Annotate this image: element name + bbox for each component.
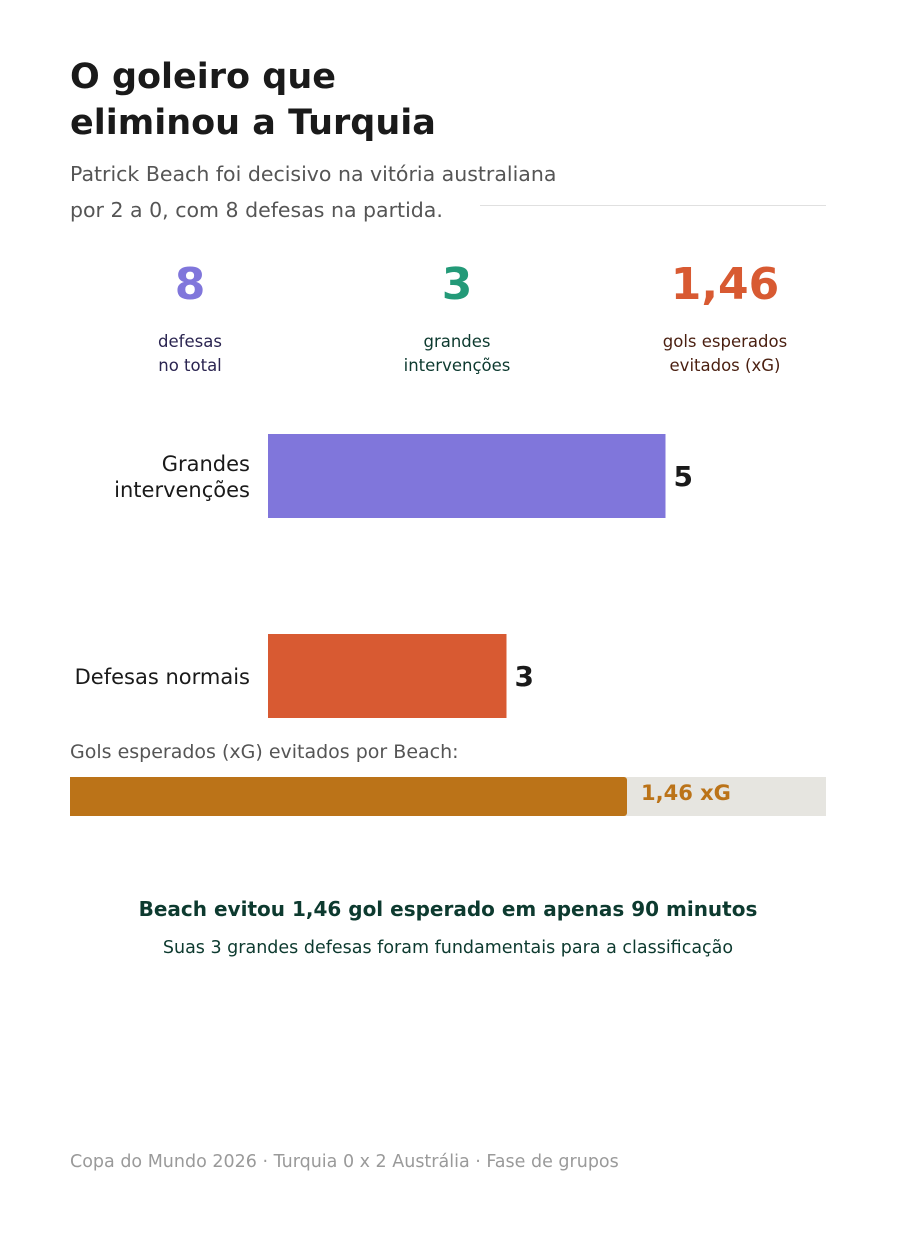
stat-big-saves: 3 grandes intervenções [337,258,577,378]
xg-progress-fill [70,777,627,816]
subtitle-line-2: por 2 a 0, com 8 defesas na partida. [70,198,443,222]
bar-1 [268,634,507,718]
divider [480,205,826,206]
stat-xg-prevented: 1,46 gols esperados evitados (xG) [605,258,845,378]
xg-progress-track [70,777,826,816]
stat-label-line-2: intervenções [403,356,511,375]
bar-0 [268,434,666,518]
stat-label: gols esperados evitados (xG) [605,330,845,378]
stat-label-line-2: no total [158,356,222,375]
stat-total-saves: 8 defesas no total [70,258,310,378]
stat-label-line-1: defesas [158,332,222,351]
page-title: O goleiro que eliminou a Turquia [70,54,770,146]
title-line-2: eliminou a Turquia [70,103,436,143]
title-line-1: O goleiro que [70,57,336,97]
stat-label-line-2: evitados (xG) [669,356,781,375]
stat-label: grandes intervenções [337,330,577,378]
subtitle-line-1: Patrick Beach foi decisivo na vitória au… [70,162,557,186]
stat-label-line-1: grandes [423,332,491,351]
category-label: Defesas normais [75,665,250,689]
xg-caption: Gols esperados (xG) evitados por Beach: [70,741,459,763]
source-footer: Copa do Mundo 2026 · Turquia 0 x 2 Austr… [70,1152,619,1172]
category-label: Grandes intervenções [114,452,250,502]
conclusion-subline: Suas 3 grandes defesas foram fundamentai… [162,938,734,958]
saves-bar-chart: 5 Grandes intervenções 3 Defesas normais [75,434,693,718]
stat-label-line-1: gols esperados [662,332,788,351]
stat-value: 8 [174,259,206,310]
bar-value-label: 3 [515,660,534,693]
page-subtitle: Patrick Beach foi decisivo na vitória au… [70,156,690,228]
bar-value-label: 5 [674,460,693,493]
stat-label: defesas no total [70,330,310,378]
stat-value: 3 [441,259,473,310]
xg-value-label: 1,46 xG [641,781,731,805]
conclusion-headline: Beach evitou 1,46 gol esperado em apenas… [138,897,758,921]
stat-value: 1,46 [670,259,780,310]
